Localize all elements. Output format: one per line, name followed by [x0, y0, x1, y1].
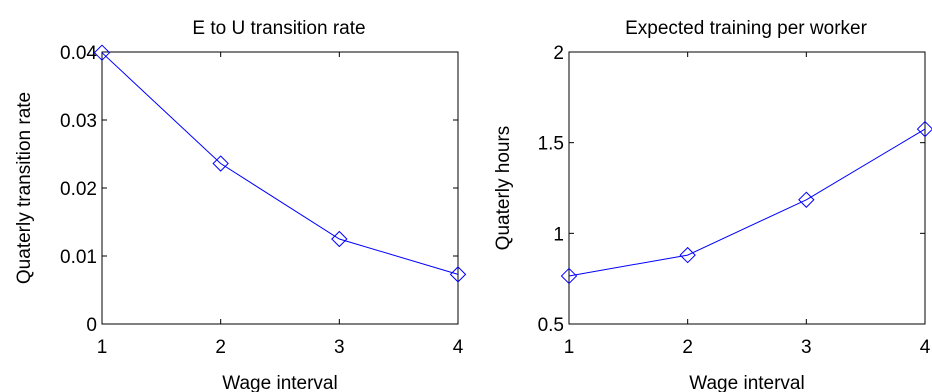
- x-tick-label: 1: [97, 337, 108, 358]
- x-tick-label: 4: [453, 337, 464, 358]
- chart-title: Expected training per worker: [625, 18, 868, 39]
- y-tick-label: 0.04: [60, 43, 97, 64]
- x-tick-label: 3: [334, 337, 345, 358]
- x-axis: 1 2 3 4: [564, 52, 931, 358]
- y-tick-label: 0.5: [538, 315, 564, 336]
- y-axis: 0.5 1 1.5 2: [538, 43, 925, 336]
- y-tick-label: 0: [86, 315, 97, 336]
- y-tick-label: 0.03: [60, 111, 97, 132]
- x-tick-label: 1: [564, 337, 575, 358]
- plot-area: [101, 51, 459, 325]
- x-tick-label: 3: [801, 337, 812, 358]
- series-line: [560, 120, 932, 285]
- y-axis: 0 0.01 0.02 0.03 0.04: [60, 43, 458, 336]
- y-axis-label: Quaterly hours: [493, 126, 514, 251]
- data-point-marker: [679, 246, 696, 264]
- x-tick-label: 4: [920, 337, 931, 358]
- data-point-marker: [331, 230, 348, 248]
- data-point-marker: [916, 120, 932, 138]
- x-tick-label: 2: [215, 337, 226, 358]
- data-point-marker: [93, 44, 111, 61]
- y-tick-label: 0.01: [60, 247, 97, 268]
- data-point-marker: [449, 266, 467, 283]
- x-tick-label: 2: [682, 337, 693, 358]
- series-line-path: [568, 128, 926, 277]
- x-axis-label: Wage interval: [689, 373, 804, 392]
- chart-title: E to U transition rate: [192, 18, 365, 39]
- data-point-marker: [798, 191, 815, 208]
- data-point-marker: [560, 267, 578, 285]
- panel-left: E to U transition rate 1 2 3 4 0 0.01 0.02 0.0…: [14, 18, 467, 392]
- y-tick-label: 0.02: [60, 179, 97, 200]
- plot-area: [568, 51, 926, 325]
- y-tick-label: 1.5: [538, 134, 564, 155]
- y-tick-label: 1: [553, 224, 564, 245]
- data-point-marker: [212, 155, 229, 172]
- y-tick-label: 2: [553, 43, 564, 64]
- series-line: [93, 44, 467, 283]
- series-line-path: [101, 52, 459, 275]
- y-axis-label: Quaterly transition rate: [14, 92, 35, 284]
- x-axis-label: Wage interval: [222, 373, 337, 392]
